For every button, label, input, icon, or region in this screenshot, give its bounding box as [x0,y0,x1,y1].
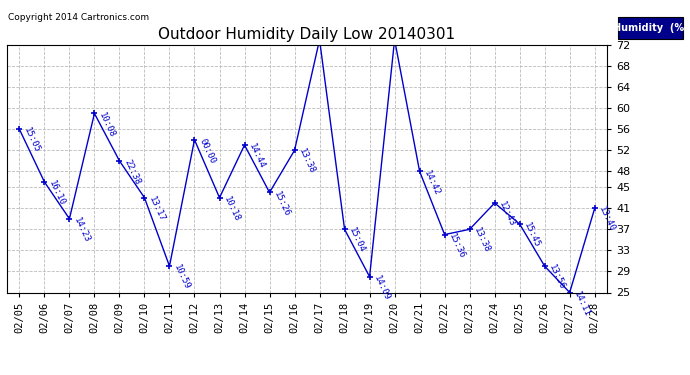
Text: 10:08: 10:08 [97,111,117,139]
Text: 09:52: 09:52 [0,374,1,375]
Text: 00:00: 00:00 [197,137,217,165]
Text: Humidity  (%): Humidity (%) [613,23,688,33]
Text: 10:59: 10:59 [172,263,192,291]
Text: 13:17: 13:17 [147,195,167,223]
Text: 15:05: 15:05 [22,126,41,154]
Text: 12:43: 12:43 [497,200,517,228]
Text: 14:11: 14:11 [573,290,592,318]
Text: 13:38: 13:38 [297,147,317,176]
Text: 15:04: 15:04 [347,226,367,255]
Text: 13:56: 13:56 [547,263,567,291]
Text: 00:00: 00:00 [0,374,1,375]
Text: 14:23: 14:23 [72,216,92,244]
Text: 13:38: 13:38 [473,226,492,255]
Text: 22:38: 22:38 [122,158,141,186]
Text: Copyright 2014 Cartronics.com: Copyright 2014 Cartronics.com [8,13,150,22]
Text: 13:40: 13:40 [598,206,617,234]
Text: 15:26: 15:26 [273,190,292,218]
Text: 14:44: 14:44 [247,142,267,170]
Text: 14:09: 14:09 [373,274,392,302]
Text: 15:45: 15:45 [522,221,542,249]
Title: Outdoor Humidity Daily Low 20140301: Outdoor Humidity Daily Low 20140301 [159,27,455,42]
Text: 14:42: 14:42 [422,169,442,197]
Text: 10:18: 10:18 [222,195,242,223]
Text: 15:36: 15:36 [447,232,467,260]
Text: 16:10: 16:10 [47,179,67,207]
